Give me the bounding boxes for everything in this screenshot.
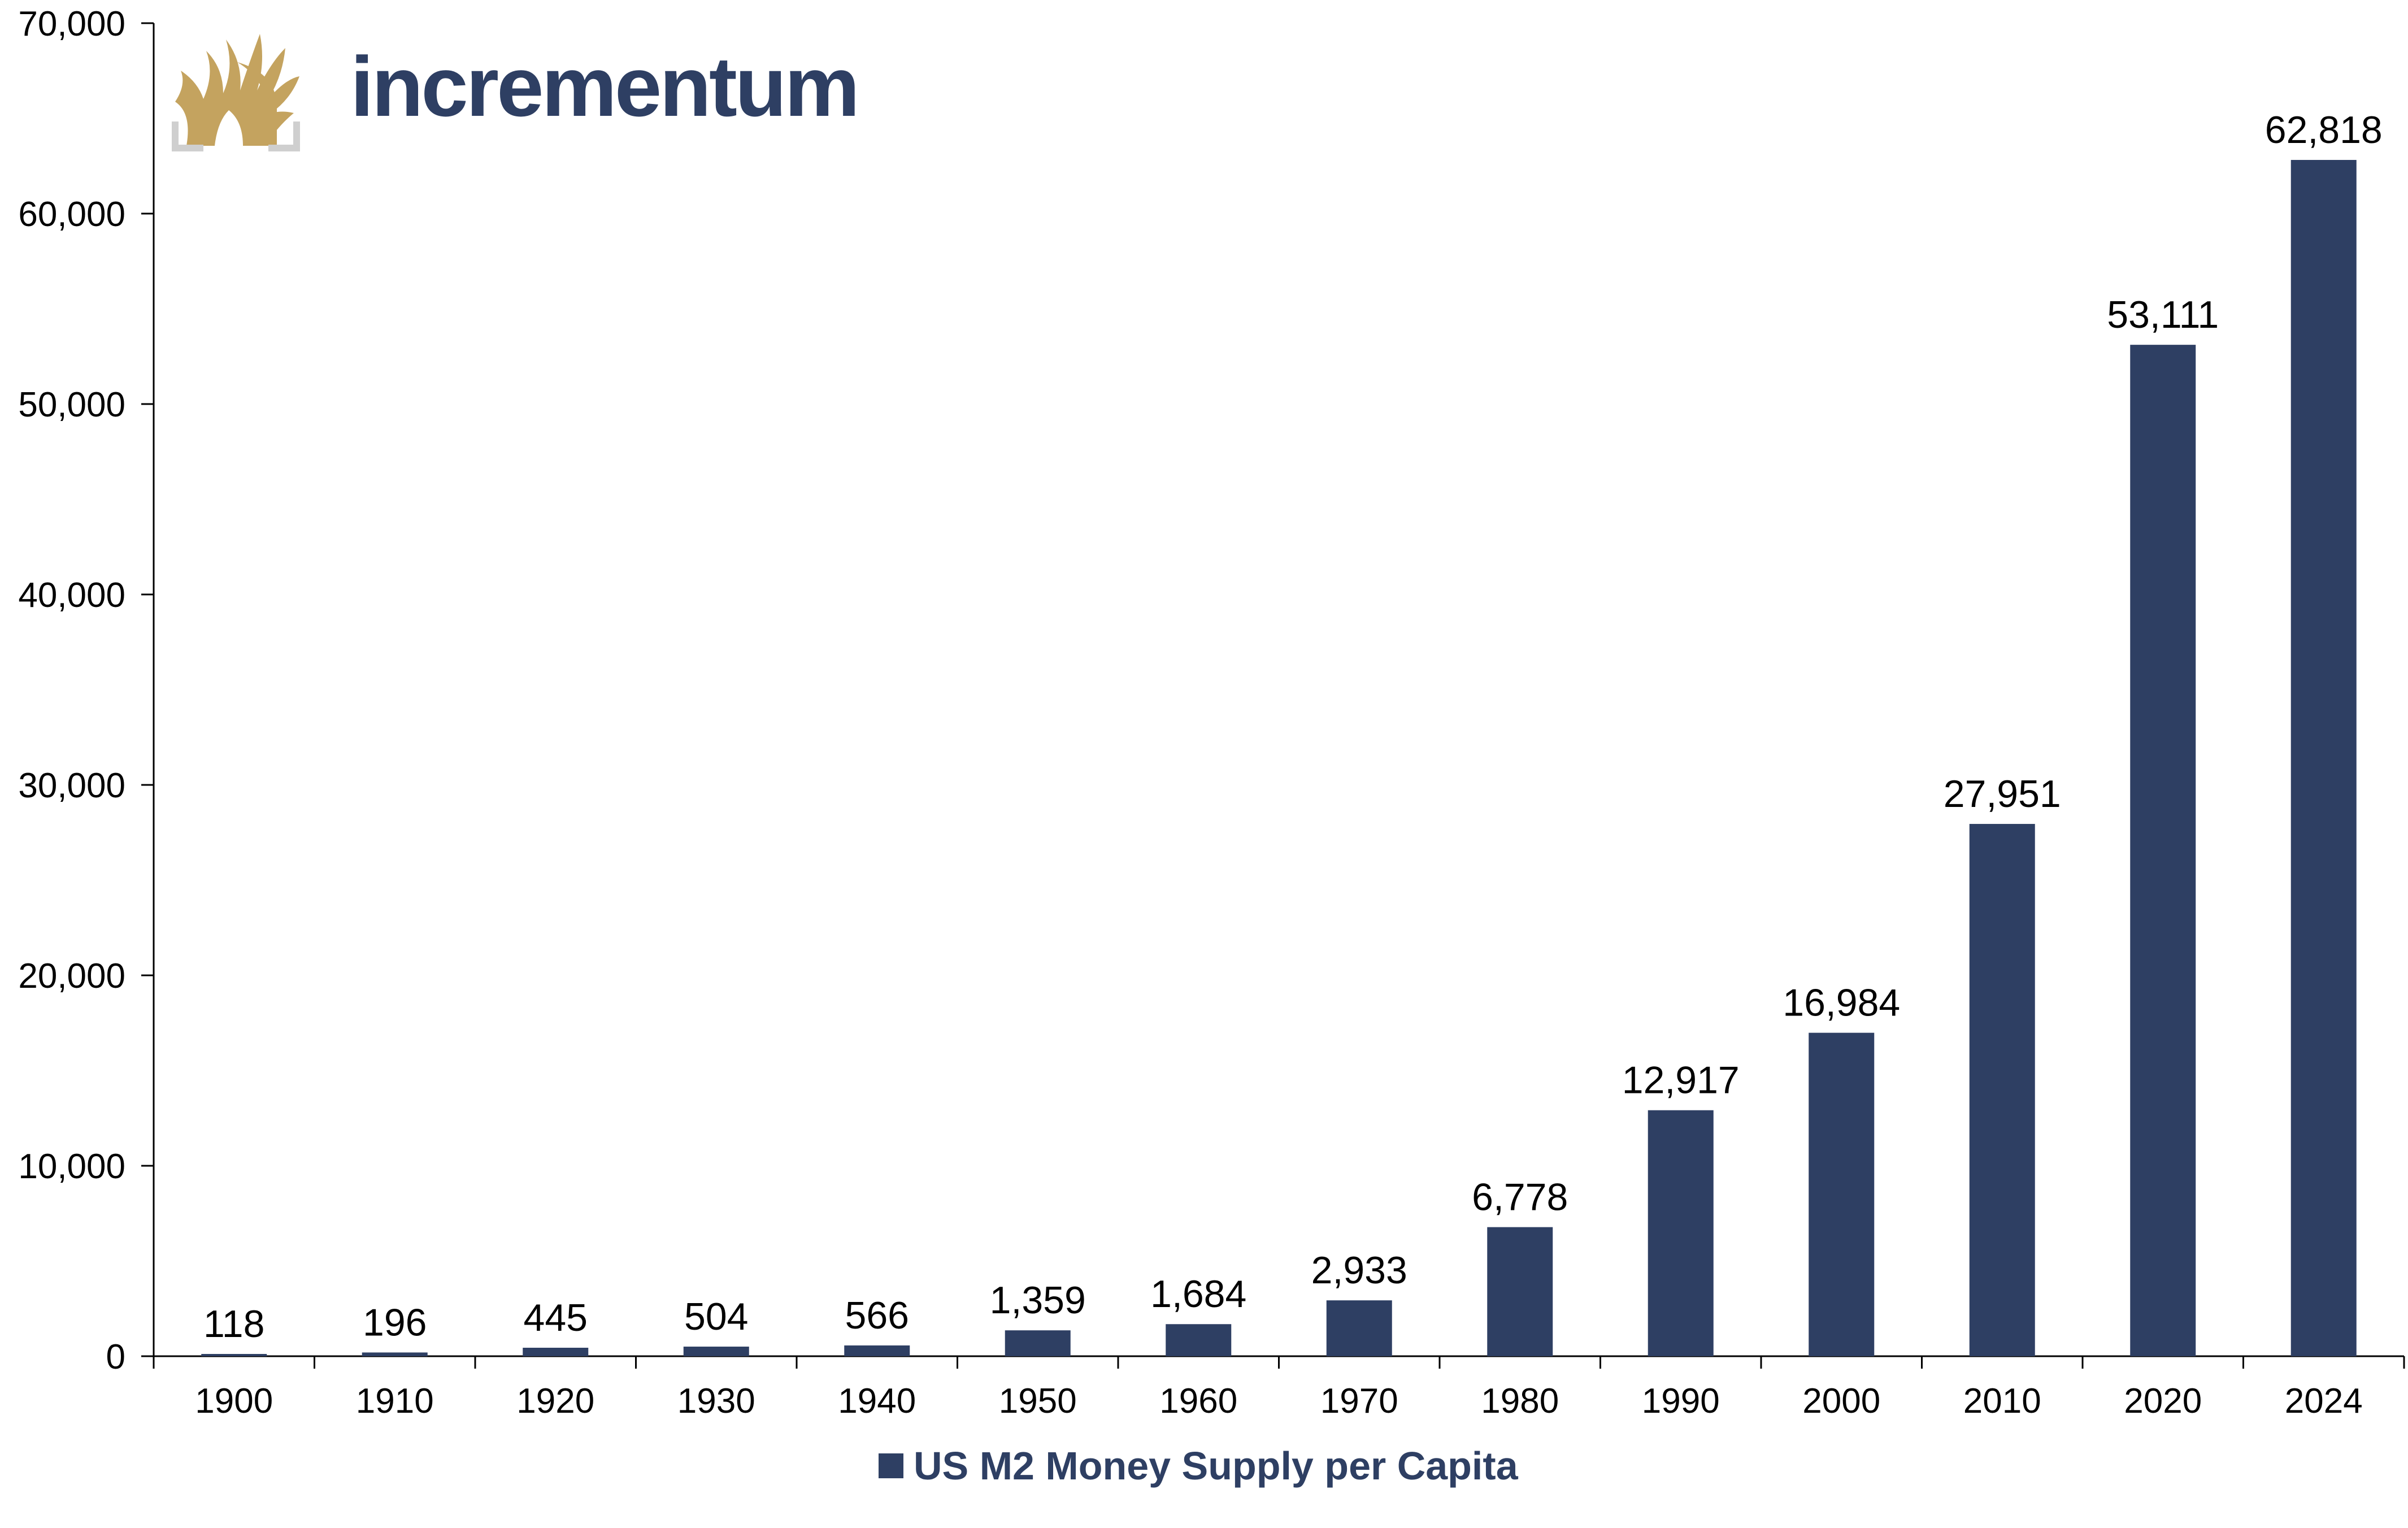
legend: US M2 Money Supply per Capita: [879, 1444, 1519, 1488]
data-label: 445: [524, 1296, 588, 1339]
data-label: 62,818: [2265, 108, 2383, 151]
bar: [844, 1345, 910, 1356]
x-tick-label: 1970: [1320, 1382, 1398, 1421]
bar: [1326, 1300, 1392, 1356]
x-tick-label: 2010: [1963, 1382, 2041, 1421]
logo-bracket-left: [172, 121, 203, 151]
x-tick-label: 1950: [999, 1382, 1077, 1421]
x-tick-label: 2000: [1802, 1382, 1880, 1421]
data-label: 196: [363, 1301, 427, 1344]
bar: [201, 1354, 267, 1356]
y-tick-label: 30,000: [18, 766, 125, 805]
y-tick-label: 70,000: [18, 5, 125, 44]
x-tick-label: 2020: [2124, 1382, 2202, 1421]
logo-bracket-right: [268, 121, 300, 151]
axes: 0 10,000 20,000 30,000 40,000 50,000 60,000 70,…: [18, 5, 2405, 1421]
y-tick-label: 0: [106, 1338, 125, 1377]
x-tick-label: 1920: [516, 1382, 594, 1421]
x-tick-label: 1900: [195, 1382, 273, 1421]
data-label: 27,951: [1944, 772, 2061, 815]
legend-swatch: [879, 1453, 903, 1478]
x-tick-label: 2024: [2285, 1382, 2363, 1421]
x-tick-label: 1940: [838, 1382, 916, 1421]
tree-canopy: [175, 34, 299, 146]
x-tick-label: 1980: [1481, 1382, 1559, 1421]
logo: incrementum: [172, 34, 860, 151]
data-label: 53,111: [2107, 293, 2219, 336]
data-labels: 118 196 445 504 566 1,359 1,684 2,933 6,778 12,91…: [203, 108, 2383, 1345]
data-label: 16,984: [1783, 982, 1900, 1025]
bar: [1487, 1227, 1553, 1356]
logo-text: incrementum: [350, 39, 858, 134]
y-tick-label: 60,000: [18, 195, 125, 234]
data-label: 566: [845, 1294, 909, 1337]
bar: [1809, 1032, 1875, 1356]
x-tick-label: 1910: [356, 1382, 434, 1421]
bar: [1005, 1330, 1071, 1356]
data-label: 12,917: [1622, 1059, 1740, 1102]
y-tick-label: 20,000: [18, 957, 125, 996]
x-tick-label: 1990: [1642, 1382, 1720, 1421]
legend-label: US M2 Money Supply per Capita: [914, 1444, 1519, 1488]
y-tick-label: 10,000: [18, 1147, 125, 1186]
bar: [1166, 1324, 1232, 1356]
y-tick-label: 40,000: [18, 576, 125, 615]
data-label: 1,684: [1150, 1273, 1246, 1316]
bar: [1648, 1110, 1714, 1356]
bar: [683, 1347, 749, 1356]
data-label: 504: [684, 1295, 748, 1338]
data-label: 1,359: [990, 1279, 1086, 1322]
bar: [2130, 345, 2196, 1356]
bar: [1969, 824, 2035, 1356]
bar: [523, 1348, 589, 1356]
data-label: 118: [203, 1303, 264, 1345]
data-label: 6,778: [1472, 1176, 1568, 1219]
bars: [201, 160, 2357, 1356]
tree-icon: [172, 34, 300, 151]
bar: [2290, 160, 2357, 1356]
bar: [362, 1352, 428, 1356]
y-tick-label: 50,000: [18, 385, 125, 424]
data-label: 2,933: [1311, 1249, 1407, 1292]
x-tick-label: 1960: [1159, 1382, 1237, 1421]
x-tick-label: 1930: [677, 1382, 755, 1421]
